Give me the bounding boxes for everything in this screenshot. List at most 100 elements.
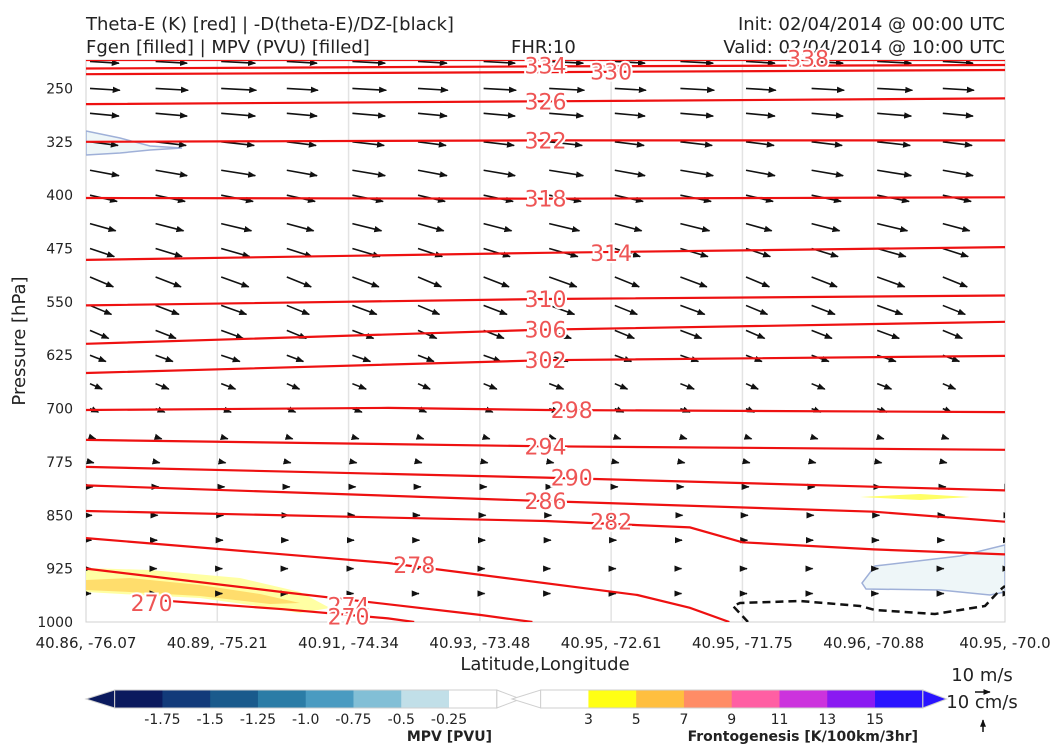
wind-vector <box>155 247 183 258</box>
wind-vector <box>614 60 646 66</box>
wind-vector <box>1008 61 1041 63</box>
wind-vector <box>942 247 969 258</box>
wind-vector <box>1008 305 1032 314</box>
colorbar-label: -1.25 <box>240 712 276 728</box>
wind-vector <box>676 458 686 465</box>
wind-vector <box>811 382 826 390</box>
y-tick-label: 1000 <box>37 615 73 631</box>
colorbar-label: -1.75 <box>144 712 180 728</box>
wind-vector <box>155 354 174 363</box>
wind-vector <box>1008 409 1018 413</box>
colorbar-end-left <box>84 689 116 709</box>
contour-label: 310 <box>525 288 567 313</box>
wind-vector <box>221 86 258 94</box>
theta-e-contour <box>86 320 1005 345</box>
colorbar-swatch <box>827 690 876 708</box>
colorbar-label: 5 <box>632 712 641 728</box>
wind-vector <box>89 60 120 66</box>
wind-vector <box>352 276 380 288</box>
wind-vector <box>417 86 449 94</box>
contour-label: 270 <box>328 605 370 630</box>
wind-vector <box>89 329 110 340</box>
wind-vector <box>745 141 775 148</box>
wind-vector <box>286 141 317 148</box>
wind-vector <box>680 276 708 288</box>
wind-vector <box>217 458 227 465</box>
wind-vector <box>417 112 448 119</box>
wind-vector <box>89 86 121 94</box>
contour-label: 314 <box>590 242 632 267</box>
theta-e-contour <box>164 599 415 622</box>
wind-vector <box>549 112 585 119</box>
theta-e-contour <box>86 354 1005 375</box>
theta-e-contour <box>86 509 1005 556</box>
wind-vector <box>352 304 378 316</box>
fgen-orange-fill-left <box>86 578 300 604</box>
colorbar-swatch <box>779 690 828 708</box>
y-tick-label: 850 <box>46 508 73 524</box>
wind-vector <box>942 222 971 233</box>
wind-vector <box>286 276 312 288</box>
mpv-colorbar: -1.75 -1.5 -1.25 -1.0 -0.75 -0.5 -0.25 <box>84 689 523 728</box>
wind-vector <box>811 222 841 233</box>
wind-vector <box>221 60 257 67</box>
wind-vector <box>614 329 636 340</box>
contour-label: 270 <box>131 592 173 617</box>
y-axis-label: Pressure [hPa] <box>9 276 30 405</box>
contour-label: 306 <box>525 319 567 344</box>
wind-vector <box>286 222 315 233</box>
wind-vector <box>352 60 387 67</box>
wind-vector <box>483 382 498 390</box>
wind-vector <box>417 276 443 288</box>
wind-vector <box>876 433 885 441</box>
contour-label: 302 <box>525 349 567 374</box>
wind-vector <box>89 276 115 288</box>
colorbar-swatch <box>305 690 354 708</box>
colorbar-label: -0.25 <box>431 712 467 728</box>
wind-vector <box>417 169 448 178</box>
wind-vector <box>417 304 441 316</box>
contour-label: 278 <box>393 554 435 579</box>
wind-vector <box>417 60 448 66</box>
contour-label: 290 <box>551 467 593 492</box>
y-tick-label: 325 <box>46 135 73 151</box>
contour-label: 326 <box>525 90 567 115</box>
wind-vector <box>153 433 163 440</box>
x-tick-label: 40.95, -72.61 <box>561 634 662 652</box>
wind-vector <box>614 382 629 390</box>
wind-vector <box>89 247 116 258</box>
wind-vector <box>89 222 117 232</box>
wind-vector <box>155 382 170 390</box>
theta-e-contour <box>86 63 1005 70</box>
wind-vector <box>811 329 833 340</box>
wind-vector <box>745 276 771 288</box>
wind-vector <box>549 60 585 67</box>
wind-vector <box>1008 195 1039 201</box>
wind-vector <box>483 169 516 178</box>
x-axis-label: Latitude,Longitude <box>460 654 629 675</box>
wind-vector <box>352 222 383 233</box>
wind-vector <box>151 458 161 465</box>
wind-vector <box>89 112 120 119</box>
mpv-fill-upper-left <box>86 130 183 156</box>
colorbar-swatch <box>449 690 498 708</box>
wind-vector <box>549 222 581 233</box>
wind-vector <box>614 276 640 288</box>
filled-fields <box>86 130 1005 622</box>
wind-vector <box>1008 142 1040 146</box>
wind-vectors <box>86 60 1042 597</box>
wind-vector <box>942 276 968 288</box>
wind-vector <box>942 86 975 94</box>
title-line-2: Fgen [filled] | MPV (PVU) [filled] <box>86 37 370 58</box>
wind-vector <box>811 112 844 119</box>
wind-vector <box>220 276 250 288</box>
wind-vector <box>1008 113 1041 116</box>
wind-vector <box>942 329 964 340</box>
wind-vector <box>1008 88 1042 90</box>
colorbar-outline <box>114 689 498 709</box>
wind-vector <box>877 86 914 94</box>
wind-vector <box>483 276 510 288</box>
wind-vector <box>417 222 445 232</box>
x-tick-label: 40.91, -74.34 <box>298 634 399 652</box>
